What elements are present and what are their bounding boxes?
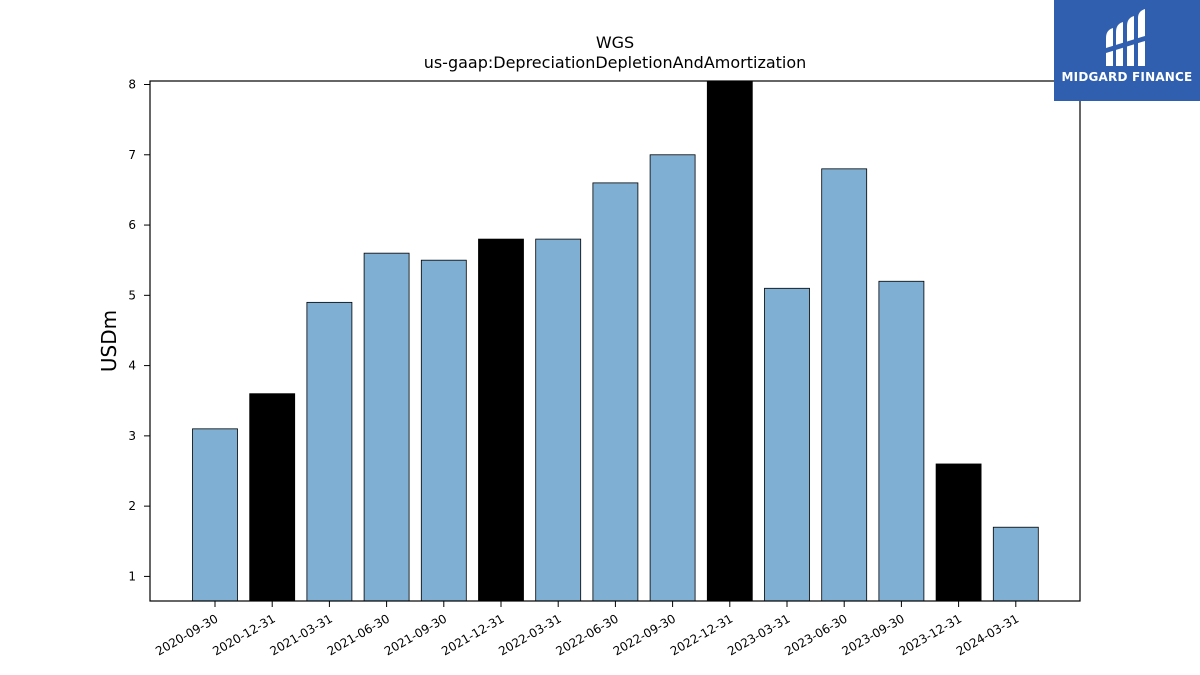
x-tick-label: 2022-03-31 (496, 611, 563, 658)
x-tick-label: 2021-03-31 (267, 611, 334, 658)
bar-2023-09-30 (878, 280, 925, 602)
bars (192, 80, 1039, 602)
x-tick-label: 2021-09-30 (382, 611, 449, 658)
y-tick-label: 3 (128, 429, 136, 443)
bar-2023-12-31 (935, 463, 982, 602)
bar-2023-03-31 (764, 287, 810, 602)
x-tick-label: 2021-12-31 (439, 611, 506, 658)
x-tick-label: 2020-12-31 (210, 611, 277, 658)
x-axis: 2020-09-302020-12-312021-03-312021-06-30… (153, 601, 1021, 658)
chart-title: WGS (596, 33, 634, 52)
x-tick-label: 2023-12-31 (897, 611, 964, 658)
x-tick-label: 2021-06-30 (325, 611, 392, 658)
y-tick-label: 2 (128, 499, 136, 513)
bar-2021-03-31 (306, 301, 353, 602)
y-tick-label: 8 (128, 78, 136, 92)
y-tick-label: 6 (128, 218, 136, 232)
y-tick-label: 5 (128, 288, 136, 302)
midgard-logo-icon (1106, 9, 1145, 66)
x-tick-label: 2022-12-31 (668, 611, 735, 658)
bar-2021-12-31 (478, 238, 524, 602)
y-tick-label: 1 (128, 569, 136, 583)
x-tick-label: 2022-06-30 (553, 611, 620, 658)
bar-2022-09-30 (649, 154, 696, 602)
logo-text: MIDGARD FINANCE (1061, 70, 1193, 84)
bar-2022-03-31 (535, 238, 582, 602)
x-tick-label: 2023-06-30 (782, 611, 849, 658)
bar-2024-03-31 (992, 526, 1039, 602)
bar-2023-06-30 (821, 168, 868, 602)
x-tick-label: 2023-03-31 (725, 611, 792, 658)
bar-2021-09-30 (420, 259, 467, 602)
y-tick-label: 7 (128, 148, 136, 162)
y-axis-label: USDm (97, 310, 121, 372)
x-tick-label: 2020-09-30 (153, 611, 220, 658)
bar-2022-12-31 (706, 80, 753, 602)
y-axis: 1 2 3 4 5 6 7 8 (128, 78, 150, 583)
bar-2022-06-30 (592, 182, 639, 602)
midgard-finance-logo: MIDGARD FINANCE (1054, 0, 1200, 101)
bar-2020-12-31 (249, 393, 296, 602)
x-tick-label: 2023-09-30 (839, 611, 906, 658)
x-tick-label: 2022-09-30 (611, 611, 678, 658)
bar-2021-06-30 (363, 252, 410, 602)
x-tick-label: 2024-03-31 (954, 611, 1021, 658)
chart-subtitle: us-gaap:DepreciationDepletionAndAmortiza… (424, 53, 807, 72)
bar-2020-09-30 (192, 428, 238, 602)
y-tick-label: 4 (128, 359, 136, 373)
